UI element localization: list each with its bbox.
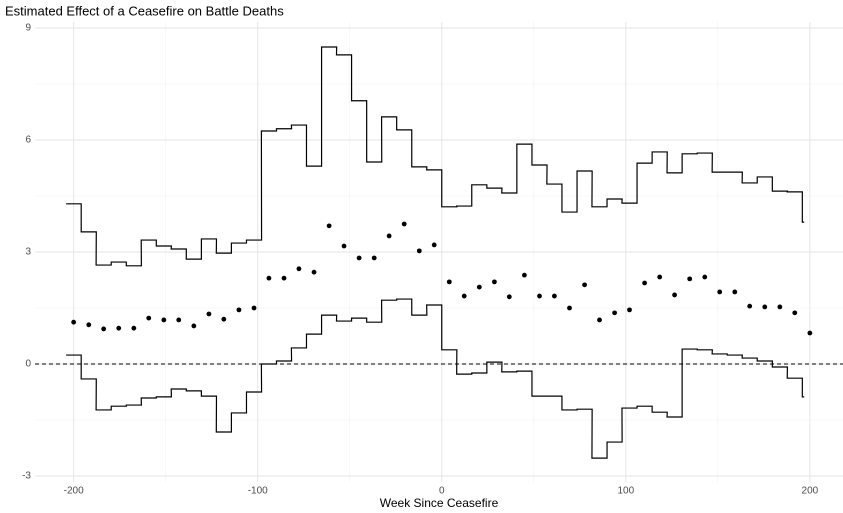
point [266,275,272,281]
point [687,276,693,282]
y-tick-label: 0 [25,359,31,370]
point [537,293,542,299]
point [476,284,482,290]
point [657,274,663,280]
point [431,242,437,248]
point [461,293,467,299]
point [251,305,257,311]
y-tick-label: 9 [25,23,31,34]
point [627,307,632,313]
chart-title: Estimated Effect of a Ceasefire on Battl… [5,3,284,18]
x-tick-label: -200 [64,486,84,497]
point [221,316,227,322]
x-axis-label: Week Since Ceasefire [380,496,499,510]
point [792,310,798,316]
point [131,325,137,331]
point [401,221,407,227]
point [747,303,753,309]
y-tick-label: -3 [22,471,31,482]
point [311,269,317,275]
point [236,307,242,313]
x-tick-label: 100 [617,486,634,497]
point [356,255,362,261]
point [702,274,708,280]
point [492,279,497,285]
point [341,243,347,249]
x-tick-label: -100 [248,486,268,497]
point [732,289,738,295]
point [71,319,77,325]
point [146,315,152,321]
point [506,294,512,300]
point [642,280,647,286]
point [176,317,182,323]
point [386,233,392,239]
point [446,279,452,285]
point [567,305,572,311]
step-line [66,46,805,267]
point [717,289,723,295]
point [161,317,167,323]
x-tick-label: 200 [802,486,819,497]
point [582,282,587,288]
point [296,266,302,272]
point [807,330,813,336]
point [777,304,783,310]
point [191,323,197,329]
point [762,304,768,310]
y-tick-label: 3 [25,247,31,258]
step-line [66,298,805,459]
point [552,293,557,299]
point [116,325,122,331]
point [522,272,527,278]
point [672,292,677,298]
y-tick-label: 6 [25,135,31,146]
point [326,223,332,229]
point [371,255,377,261]
x-tick-label: 0 [439,486,445,497]
point [101,326,107,332]
point [416,248,422,254]
point [206,311,212,317]
point [597,317,602,323]
point [86,322,92,328]
point [281,275,287,281]
point [612,310,617,316]
